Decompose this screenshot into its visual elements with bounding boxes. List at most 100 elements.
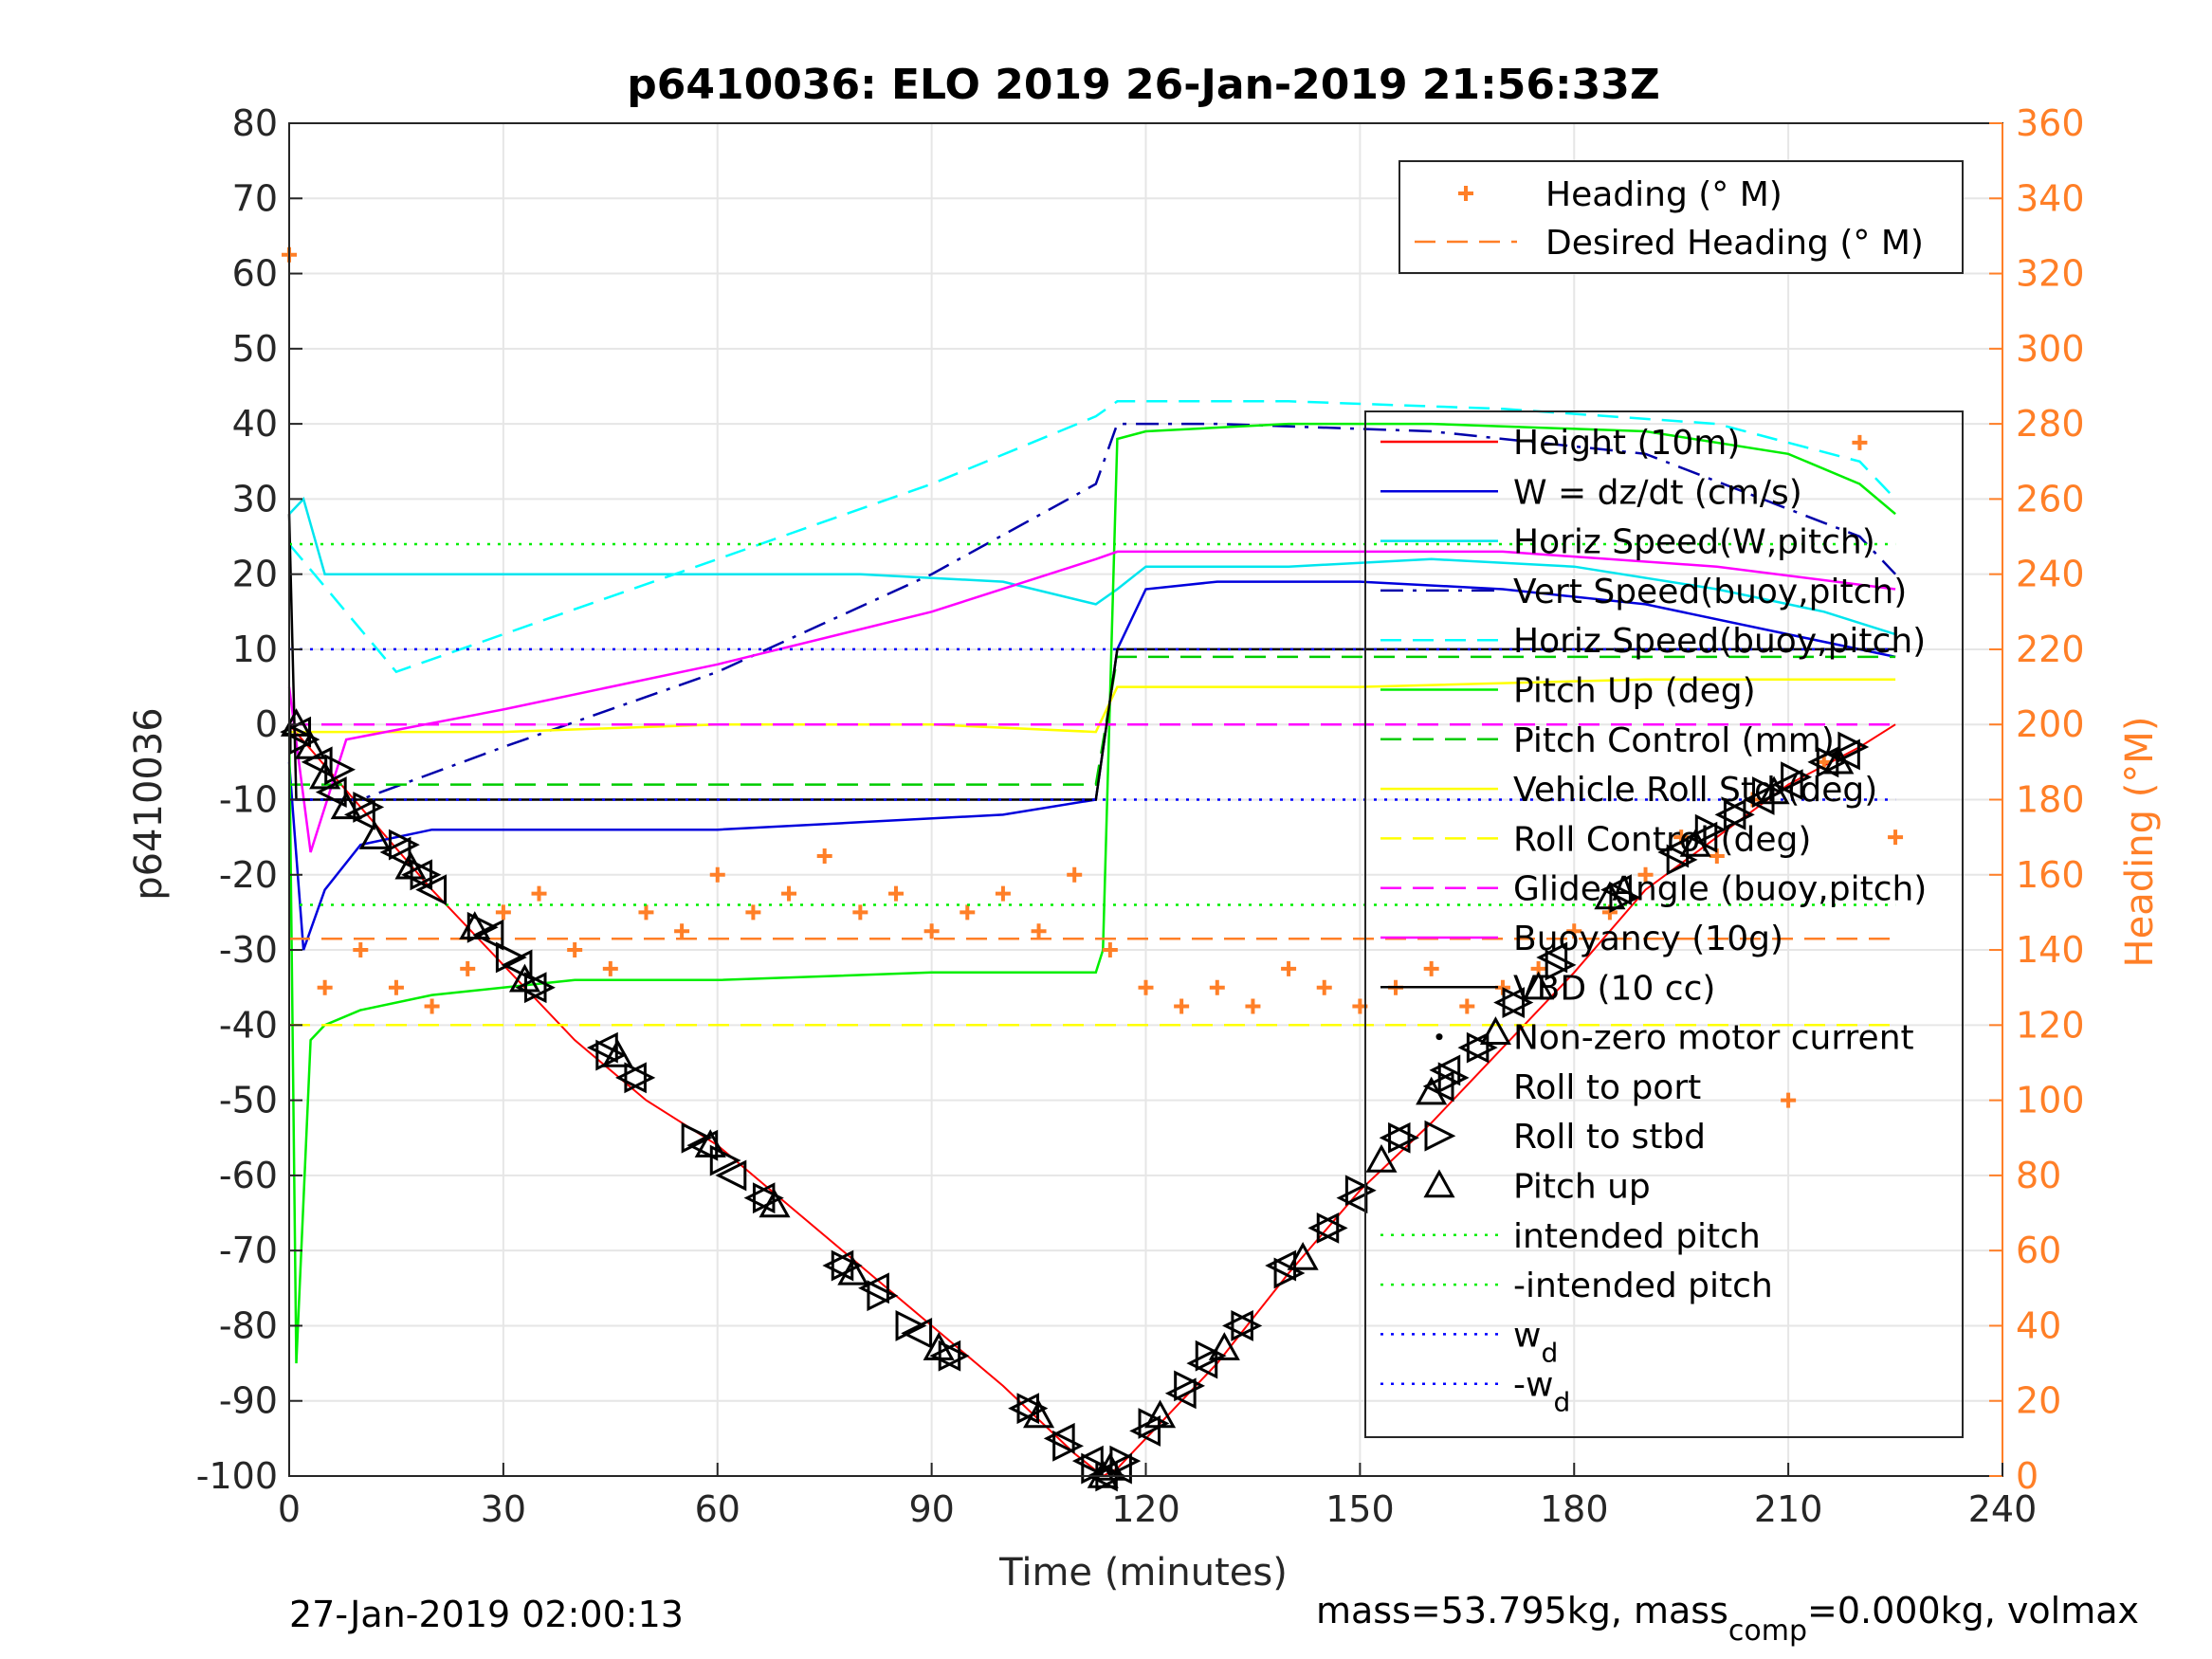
x-tick-label: 210 [1754, 1488, 1823, 1530]
y-tick-label-right: 340 [2016, 177, 2085, 219]
legend-main-glyph [1422, 1070, 1454, 1103]
y-tick-label-left: 0 [255, 703, 278, 745]
series-horiz-speed-w-pitch [288, 496, 1896, 636]
marker-triangle-right [1816, 746, 1848, 778]
heading-point [674, 923, 690, 939]
heading-point [1174, 998, 1190, 1014]
marker-triangle-right [324, 754, 356, 786]
marker-triangle-up [1479, 1016, 1511, 1045]
legend-main-label: Pitch up [1513, 1168, 1651, 1207]
heading-point [424, 998, 440, 1014]
legend-main-label-text: Roll Control (deg) [1513, 820, 1811, 859]
y-tick-label-left: 60 [232, 253, 278, 295]
marker-triangle-left [1222, 1310, 1253, 1341]
legend-main-label-text: Height (10m) [1513, 424, 1740, 463]
marker-triangle-right [1545, 949, 1577, 981]
x-tick-label: 0 [278, 1488, 301, 1530]
y-tick-label-right: 180 [2016, 779, 2085, 821]
heading-point [816, 848, 832, 864]
marker-triangle-right [624, 1062, 656, 1094]
y-tick-label-left: -60 [219, 1155, 278, 1196]
x-tick-label: 180 [1540, 1488, 1609, 1530]
legend-main-label: Pitch Up (deg) [1513, 672, 1756, 711]
y-tick-label-right: 40 [2016, 1304, 2061, 1346]
marker-triangle-right [524, 972, 556, 1004]
y-tick-label-right: 60 [2016, 1230, 2061, 1271]
marker-triangle-right [1052, 1430, 1085, 1462]
y-axis-label-right: Heading (°M) [2118, 717, 2162, 968]
series-buoyancy-10g [287, 550, 1896, 853]
legend-main-label-text: Vehicle Roll Std (deg) [1513, 771, 1877, 810]
legend-main-label-text: -w [1513, 1366, 1553, 1405]
heading-point [1031, 923, 1047, 939]
x-axis-label: Time (minutes) [998, 1551, 1288, 1595]
marker-triangle-left [1657, 836, 1690, 868]
series-w-dz-dt-cm-s [287, 580, 1896, 951]
y-tick-label-right: 160 [2016, 854, 2085, 896]
heading-point [1888, 830, 1904, 846]
heading-point [960, 904, 976, 921]
heading-point [353, 942, 369, 958]
marker-triangle-up [759, 1189, 791, 1218]
y-tick-label-left: -70 [219, 1230, 278, 1271]
heading-point [317, 979, 333, 995]
legend-main-label-text: intended pitch [1513, 1217, 1761, 1256]
marker-triangle-up [923, 1332, 955, 1360]
y-tick-label-right: 240 [2016, 554, 2085, 595]
legend-main-label: Horiz Speed(W,pitch) [1513, 523, 1875, 562]
heading-point [781, 885, 797, 902]
marker-triangle-up [1208, 1332, 1240, 1360]
y-tick-label-left: 10 [232, 629, 278, 670]
marker-triangle-right [1195, 1340, 1227, 1372]
marker-triangle-left [1457, 1031, 1490, 1064]
x-tick-label: 120 [1111, 1488, 1180, 1530]
heading-point [852, 904, 868, 921]
marker-triangle-right [410, 859, 442, 891]
marker-triangle-left [743, 1182, 776, 1214]
axis-bottom: 0 30 60 90 120 150 180 210 240 [278, 1463, 2037, 1530]
y-tick-label-right: 220 [2016, 629, 2085, 670]
y-tick-label-left: 70 [232, 177, 278, 219]
marker-triangle-up [1365, 1143, 1398, 1173]
legend-main-label: Glide Angle (buoy,pitch) [1513, 870, 1927, 909]
heading-point [1566, 923, 1582, 939]
heading-point [1209, 979, 1225, 995]
footer-mass-rest: =0.000kg, volmax [1807, 1590, 2139, 1632]
legend-main-glyph [1424, 1120, 1456, 1152]
heading-point [602, 960, 618, 976]
marker-triangle-left [343, 798, 375, 830]
marker-triangle-left [315, 776, 347, 808]
legend-main-label: Horiz Speed(buoy,pitch) [1513, 622, 1926, 661]
marker-triangle-right [1752, 776, 1783, 808]
marker-triangle-up [309, 760, 341, 790]
x-tick-label: 30 [481, 1488, 526, 1530]
marker-triangle-up [1679, 828, 1711, 857]
marker-triangle-right [1273, 1257, 1306, 1289]
series-pitch-control-mm [289, 655, 1896, 786]
y-tick-label-left: -10 [219, 779, 278, 821]
marker-triangle-right [1694, 813, 1727, 846]
axis-left: 80 70 60 50 40 30 20 10 0 -10 -20 -30 -40 -50 -60 -70 -8… [196, 102, 302, 1497]
marker-triangle-left [1008, 1393, 1039, 1425]
footer-mass: mass=53.795kg, masscomp=0.000kg, volmax [1316, 1590, 2139, 1648]
legend-top-label: Heading (° M) [1545, 175, 1782, 214]
legend-main-label-text: Buoyancy (10g) [1513, 920, 1783, 958]
marker-triangle-up [1094, 1451, 1126, 1481]
legend-main-box [1364, 410, 1964, 1438]
marker-triangle-left [1071, 1445, 1104, 1477]
marker-triangle-left [1379, 1121, 1411, 1154]
y-tick-label-right: 20 [2016, 1380, 2061, 1422]
marker-triangle-right [1723, 798, 1755, 830]
legend-main-label-text: Glide Angle (buoy,pitch) [1513, 870, 1927, 909]
legend-main-label-text: Non-zero motor current [1513, 1019, 1914, 1058]
marker-triangle-left [1043, 1422, 1075, 1454]
legend-top: Heading (° M) Desired Heading (° M) [1398, 160, 1964, 274]
series-horiz-speed-buoy-pitch [288, 400, 1897, 674]
heading-point [923, 923, 940, 939]
legend-main-label-text: -intended pitch [1513, 1267, 1773, 1305]
marker-triangle-left [1186, 1347, 1218, 1379]
legend-main-label: Height (10m) [1513, 424, 1740, 463]
heading-point [1852, 434, 1868, 450]
marker-triangle-up [1822, 745, 1855, 775]
marker-triangle-right [1466, 1031, 1498, 1064]
